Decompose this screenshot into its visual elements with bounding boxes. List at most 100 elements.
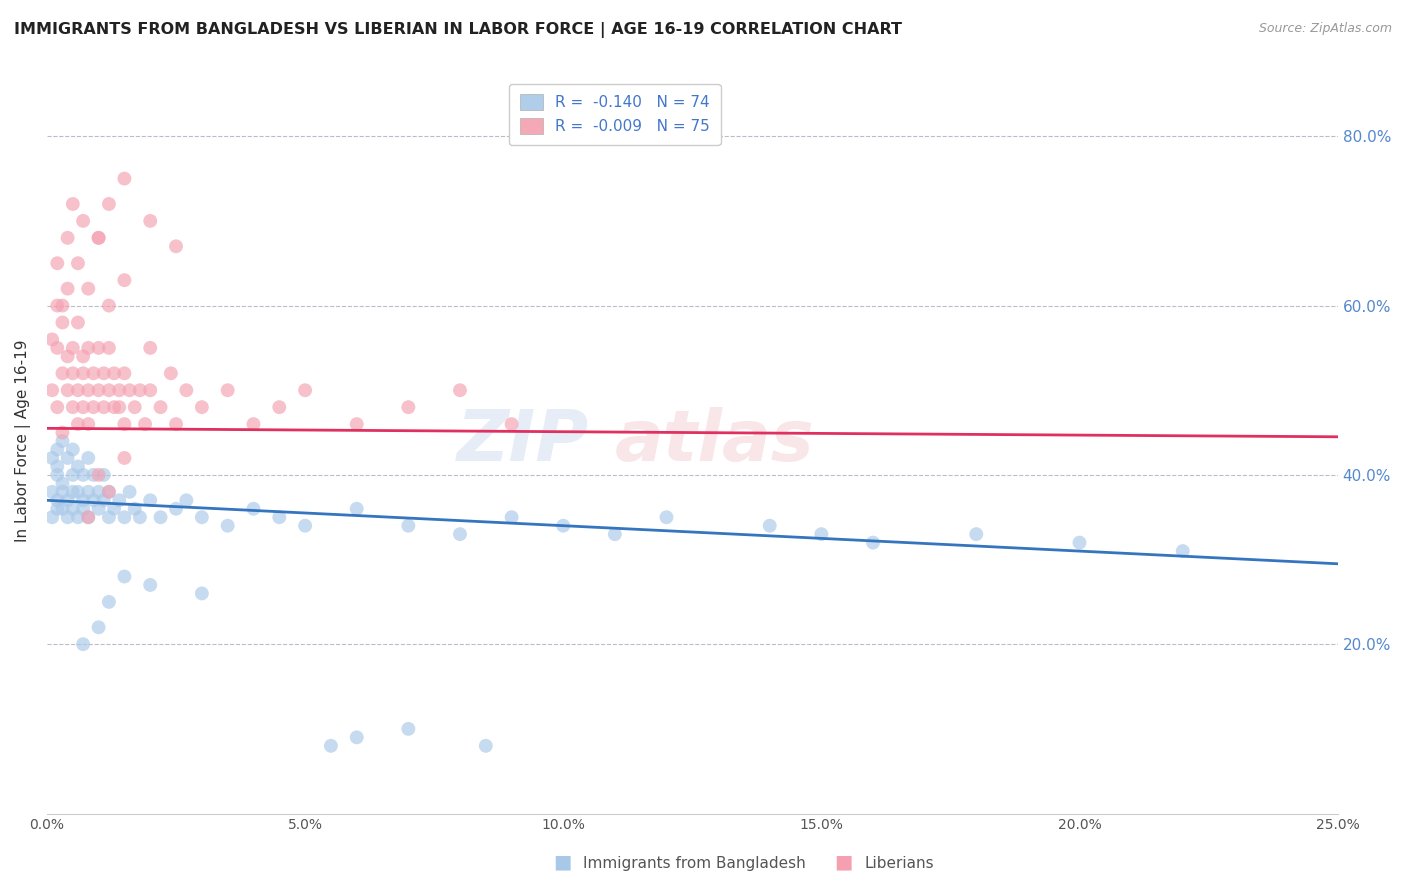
Point [87, 231, 110, 245]
Point [77, 484, 100, 499]
Point [72, 400, 94, 414]
Point [87, 467, 110, 482]
Text: ■: ■ [834, 853, 853, 871]
Point [139, 493, 162, 508]
Point [242, 417, 264, 431]
Point [1171, 544, 1194, 558]
Point [603, 527, 626, 541]
Point [97, 484, 120, 499]
Point [77, 510, 100, 524]
Point [449, 383, 471, 397]
Point [46, 501, 69, 516]
Text: ZIP: ZIP [457, 407, 589, 475]
Point [97, 510, 120, 524]
Point [139, 341, 162, 355]
Point [449, 527, 471, 541]
Point [87, 231, 110, 245]
Point [41, 450, 63, 465]
Point [72, 350, 94, 364]
Point [160, 366, 183, 380]
Text: IMMIGRANTS FROM BANGLADESH VS LIBERIAN IN LABOR FORCE | AGE 16-19 CORRELATION CH: IMMIGRANTS FROM BANGLADESH VS LIBERIAN I… [14, 22, 903, 38]
Point [319, 739, 342, 753]
Point [396, 518, 419, 533]
Point [82, 467, 104, 482]
Point [97, 341, 120, 355]
Point [56, 231, 79, 245]
Point [51, 366, 73, 380]
Point [501, 417, 523, 431]
Point [269, 400, 291, 414]
Point [51, 299, 73, 313]
Point [66, 316, 89, 330]
Point [41, 484, 63, 499]
Point [46, 341, 69, 355]
Point [87, 484, 110, 499]
Point [77, 417, 100, 431]
Point [165, 501, 187, 516]
Point [93, 366, 115, 380]
Point [862, 535, 884, 549]
Point [93, 467, 115, 482]
Point [72, 637, 94, 651]
Point [66, 484, 89, 499]
Point [72, 366, 94, 380]
Point [118, 383, 141, 397]
Point [129, 383, 152, 397]
Point [475, 739, 498, 753]
Point [72, 501, 94, 516]
Y-axis label: In Labor Force | Age 16-19: In Labor Force | Age 16-19 [15, 340, 31, 542]
Text: atlas: atlas [614, 407, 814, 475]
Point [51, 434, 73, 448]
Point [103, 366, 125, 380]
Point [108, 383, 131, 397]
Point [103, 400, 125, 414]
Point [46, 467, 69, 482]
Point [66, 459, 89, 474]
Point [139, 383, 162, 397]
Point [112, 171, 135, 186]
Point [176, 383, 198, 397]
Point [97, 595, 120, 609]
Point [149, 400, 172, 414]
Point [41, 383, 63, 397]
Point [165, 239, 187, 253]
Point [1069, 535, 1091, 549]
Point [87, 383, 110, 397]
Point [294, 518, 316, 533]
Point [56, 350, 79, 364]
Point [217, 383, 239, 397]
Point [87, 501, 110, 516]
Point [112, 417, 135, 431]
Point [46, 256, 69, 270]
Point [346, 731, 368, 745]
Point [176, 493, 198, 508]
Point [97, 197, 120, 211]
Point [553, 518, 575, 533]
Point [72, 493, 94, 508]
Point [139, 214, 162, 228]
Point [62, 341, 84, 355]
Point [46, 493, 69, 508]
Point [77, 282, 100, 296]
Point [87, 620, 110, 634]
Point [66, 383, 89, 397]
Point [103, 501, 125, 516]
Point [46, 299, 69, 313]
Point [56, 493, 79, 508]
Text: Liberians: Liberians [865, 856, 935, 871]
Point [124, 400, 146, 414]
Point [93, 400, 115, 414]
Point [66, 417, 89, 431]
Point [294, 383, 316, 397]
Point [217, 518, 239, 533]
Point [346, 501, 368, 516]
Point [62, 400, 84, 414]
Point [129, 510, 152, 524]
Text: Source: ZipAtlas.com: Source: ZipAtlas.com [1258, 22, 1392, 36]
Point [72, 467, 94, 482]
Point [112, 366, 135, 380]
Point [82, 366, 104, 380]
Point [82, 493, 104, 508]
Point [41, 333, 63, 347]
Point [62, 366, 84, 380]
